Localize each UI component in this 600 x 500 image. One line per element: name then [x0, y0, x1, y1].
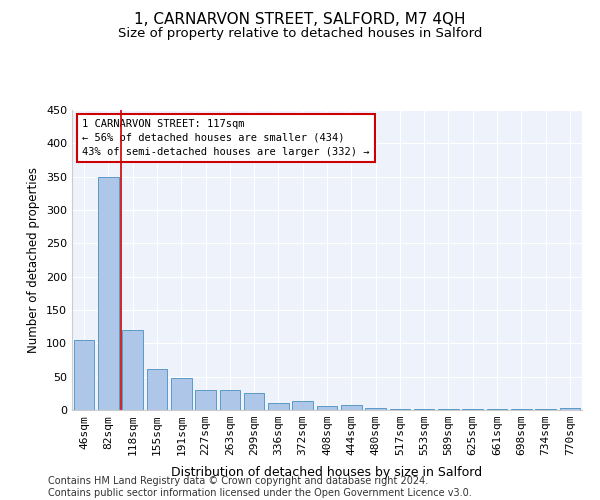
Y-axis label: Number of detached properties: Number of detached properties — [28, 167, 40, 353]
Bar — [74, 340, 94, 410]
X-axis label: Distribution of detached houses by size in Salford: Distribution of detached houses by size … — [172, 466, 482, 479]
Text: 1 CARNARVON STREET: 117sqm
← 56% of detached houses are smaller (434)
43% of sem: 1 CARNARVON STREET: 117sqm ← 56% of deta… — [82, 119, 370, 157]
Bar — [268, 402, 289, 410]
Bar — [487, 408, 508, 410]
Text: Contains HM Land Registry data © Crown copyright and database right 2024.
Contai: Contains HM Land Registry data © Crown c… — [48, 476, 472, 498]
Bar — [365, 408, 386, 410]
Bar — [98, 176, 119, 410]
Bar — [122, 330, 143, 410]
Text: 1, CARNARVON STREET, SALFORD, M7 4QH: 1, CARNARVON STREET, SALFORD, M7 4QH — [134, 12, 466, 28]
Bar — [195, 390, 216, 410]
Text: Size of property relative to detached houses in Salford: Size of property relative to detached ho… — [118, 28, 482, 40]
Bar — [292, 400, 313, 410]
Bar — [560, 408, 580, 410]
Bar — [220, 390, 240, 410]
Bar — [244, 394, 265, 410]
Bar — [146, 368, 167, 410]
Bar — [317, 406, 337, 410]
Bar — [341, 404, 362, 410]
Bar — [171, 378, 191, 410]
